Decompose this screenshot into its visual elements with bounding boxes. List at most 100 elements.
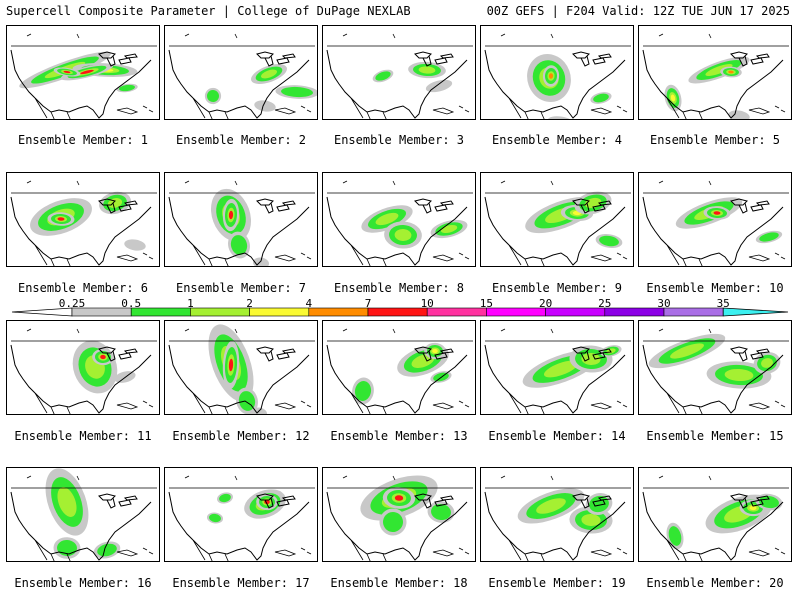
member-map-11: [10, 328, 157, 414]
island-outline: [622, 256, 628, 260]
coastline: [666, 244, 703, 266]
island-outline: [184, 180, 190, 184]
colorbar-arrow-right: [722, 307, 789, 317]
ensemble-panel-2: [164, 25, 318, 120]
coastline: [192, 244, 229, 266]
coastline: [192, 59, 310, 119]
coastline: [10, 49, 36, 99]
member-caption: Ensemble Member: 5: [649, 133, 781, 147]
colorbar-segment: [308, 307, 369, 317]
scp-contour: [61, 493, 73, 511]
great-lakes-outline: [738, 55, 748, 67]
island-outline: [76, 180, 80, 186]
great-lakes-outline: [738, 350, 748, 362]
island-outline: [774, 547, 780, 551]
island-outline: [142, 400, 148, 404]
great-lakes-outline: [106, 350, 116, 362]
scp-contour: [57, 217, 65, 221]
great-lakes-outline: [592, 352, 606, 360]
great-lakes-outline: [264, 202, 274, 214]
scp-contour: [670, 94, 676, 102]
island-outline: [432, 107, 455, 115]
island-outline: [550, 180, 554, 186]
member-caption: Ensemble Member: 8: [333, 281, 465, 295]
member-caption: Ensemble Member: 20: [646, 576, 784, 590]
great-lakes-outline: [264, 350, 274, 362]
island-outline: [458, 547, 464, 551]
island-outline: [300, 252, 306, 256]
island-outline: [500, 33, 506, 37]
island-outline: [306, 109, 312, 113]
coastline: [666, 501, 784, 561]
great-lakes-outline: [281, 200, 296, 206]
coastline: [666, 97, 703, 119]
member-map-19: [484, 475, 631, 561]
island-outline: [464, 404, 470, 408]
coastline: [642, 196, 668, 246]
colorbar-segment: [367, 307, 428, 317]
island-outline: [76, 33, 80, 39]
ensemble-panel-11: [6, 320, 160, 415]
scp-contour: [100, 354, 106, 360]
island-outline: [148, 404, 154, 408]
island-outline: [342, 33, 348, 37]
island-outline: [774, 252, 780, 256]
coastline: [34, 392, 71, 414]
great-lakes-outline: [422, 497, 432, 509]
scp-contour: [63, 545, 71, 551]
great-lakes-outline: [750, 352, 764, 360]
colorbar-segment: [604, 307, 665, 317]
great-lakes-outline: [422, 55, 432, 67]
island-outline: [392, 328, 396, 334]
coastline: [350, 501, 468, 561]
island-outline: [26, 475, 32, 479]
great-lakes-outline: [434, 57, 448, 65]
colorbar-tick-label: 10: [420, 297, 434, 310]
great-lakes-outline: [597, 200, 612, 206]
great-lakes-outline: [281, 53, 296, 59]
coastline: [192, 539, 229, 561]
great-lakes-outline: [592, 57, 606, 65]
scp-contour: [432, 348, 438, 354]
island-outline: [774, 105, 780, 109]
ensemble-panel-18: [322, 467, 476, 562]
member-map-13: [326, 328, 473, 414]
colorbar-segment: [545, 307, 606, 317]
coastline: [508, 354, 626, 414]
scp-contour: [291, 90, 303, 94]
member-caption: Ensemble Member: 19: [488, 576, 626, 590]
great-lakes-outline: [439, 495, 454, 501]
island-outline: [148, 109, 154, 113]
member-map-4: [484, 33, 631, 119]
coastline: [508, 392, 545, 414]
ensemble-panel-1: [6, 25, 160, 120]
coastline: [10, 196, 36, 246]
great-lakes-outline: [106, 202, 116, 214]
scp-contour: [124, 86, 130, 90]
coastline: [642, 491, 668, 541]
island-outline: [774, 400, 780, 404]
island-outline: [622, 109, 628, 113]
great-lakes-outline: [434, 352, 448, 360]
coastline: [34, 354, 152, 414]
scp-contour: [394, 495, 404, 501]
island-outline: [142, 105, 148, 109]
coastline: [484, 491, 510, 541]
island-outline: [590, 107, 613, 115]
ensemble-panel-10: [638, 172, 792, 267]
coastline: [168, 491, 194, 541]
scp-contour: [542, 501, 560, 511]
coastline: [34, 244, 71, 266]
coastline: [484, 196, 510, 246]
island-outline: [392, 33, 396, 39]
ensemble-panel-9: [480, 172, 634, 267]
ensemble-panel-14: [480, 320, 634, 415]
coastline: [34, 501, 152, 561]
scp-contour: [585, 516, 597, 524]
island-outline: [500, 475, 506, 479]
great-lakes-outline: [276, 352, 290, 360]
island-outline: [306, 404, 312, 408]
colorbar-segment: [190, 307, 250, 317]
island-outline: [342, 328, 348, 332]
island-outline: [658, 180, 664, 184]
